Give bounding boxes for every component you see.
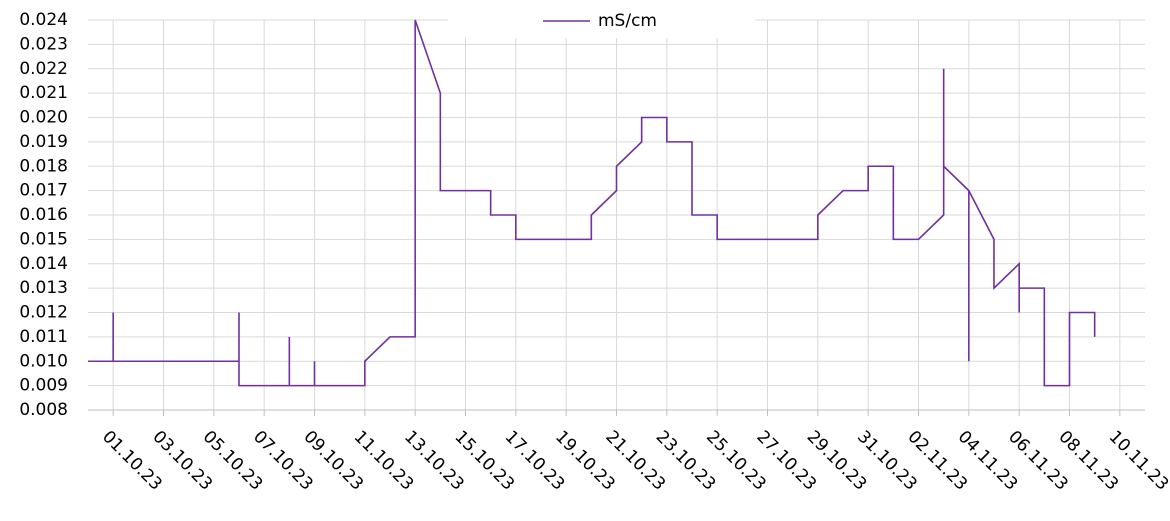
y-tick-label: 0.021 xyxy=(19,83,68,103)
y-tick-label: 0.018 xyxy=(19,156,68,176)
data-line xyxy=(88,19,1096,387)
y-tick-label: 0.017 xyxy=(19,181,68,201)
y-tick-label: 0.020 xyxy=(19,108,68,128)
y-tick-label: 0.016 xyxy=(19,205,68,225)
y-tick-label: 0.015 xyxy=(19,229,68,249)
legend-box xyxy=(448,2,755,38)
y-tick-label: 0.009 xyxy=(19,376,68,396)
y-tick-label: 0.010 xyxy=(19,351,68,371)
y-tick-label: 0.024 xyxy=(19,10,68,30)
y-tick-label: 0.013 xyxy=(19,278,68,298)
y-tick-label: 0.011 xyxy=(19,327,68,347)
y-tick-label: 0.019 xyxy=(19,132,68,152)
legend-label: mS/cm xyxy=(598,11,657,31)
y-tick-label: 0.022 xyxy=(19,59,68,79)
y-tick-label: 0.008 xyxy=(19,400,68,420)
y-tick-label: 0.012 xyxy=(19,303,68,323)
y-tick-label: 0.023 xyxy=(19,34,68,54)
y-tick-label: 0.014 xyxy=(19,254,68,274)
